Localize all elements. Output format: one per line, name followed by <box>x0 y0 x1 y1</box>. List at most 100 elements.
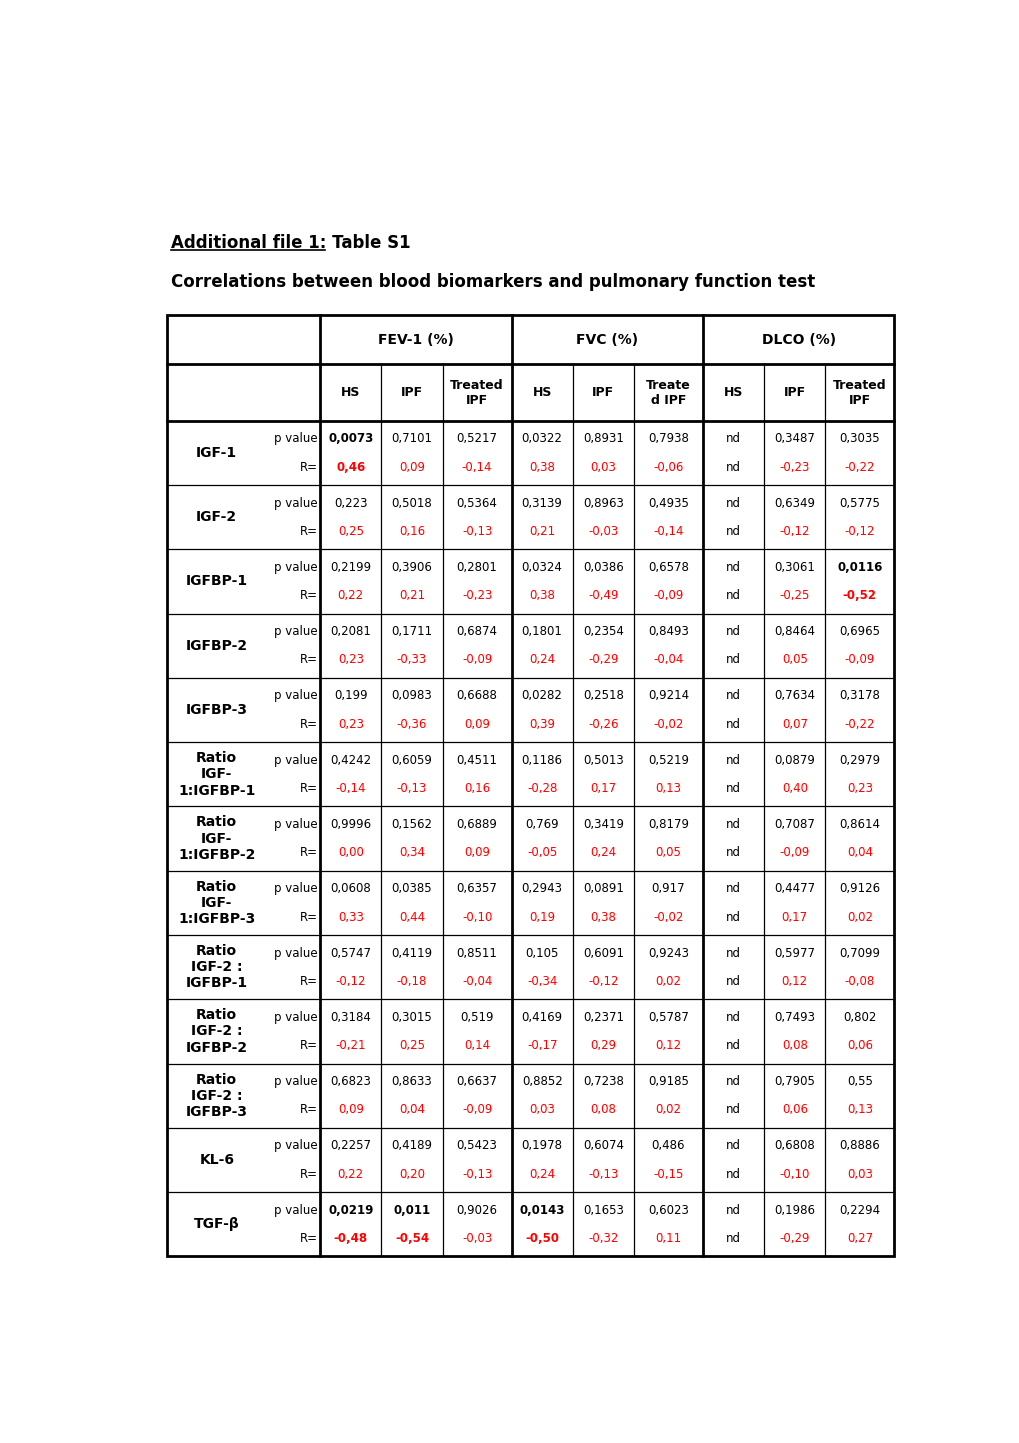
Text: 0,38: 0,38 <box>529 589 554 602</box>
Text: R=: R= <box>300 589 318 602</box>
Text: 0,105: 0,105 <box>525 947 558 960</box>
Text: nd: nd <box>726 911 740 924</box>
Text: -0,12: -0,12 <box>588 975 619 988</box>
Text: -0,13: -0,13 <box>462 1167 492 1180</box>
Text: HS: HS <box>340 387 360 400</box>
Text: 0,09: 0,09 <box>464 717 489 730</box>
Text: 0,44: 0,44 <box>398 911 425 924</box>
Text: nd: nd <box>726 846 740 859</box>
Text: -0,18: -0,18 <box>396 975 427 988</box>
Text: nd: nd <box>726 561 740 574</box>
Text: 0,23: 0,23 <box>337 654 364 667</box>
Text: 0,25: 0,25 <box>337 525 364 538</box>
Text: 0,7905: 0,7905 <box>773 1075 814 1088</box>
Text: 0,9026: 0,9026 <box>457 1203 497 1216</box>
Text: Ratio
IGF-2 :
IGFBP-1: Ratio IGF-2 : IGFBP-1 <box>185 944 248 990</box>
Text: 0,2979: 0,2979 <box>839 753 879 766</box>
Text: 0,11: 0,11 <box>655 1232 681 1245</box>
Text: 0,4511: 0,4511 <box>457 753 497 766</box>
Text: p value: p value <box>274 433 318 446</box>
Text: 0,2199: 0,2199 <box>330 561 371 574</box>
Text: 0,09: 0,09 <box>337 1104 364 1117</box>
Text: -0,22: -0,22 <box>844 460 874 473</box>
Text: Treate
d IPF: Treate d IPF <box>645 378 690 407</box>
Text: -0,14: -0,14 <box>652 525 683 538</box>
Text: 0,2081: 0,2081 <box>330 625 371 638</box>
Text: 0,1186: 0,1186 <box>521 753 562 766</box>
Text: 0,0608: 0,0608 <box>330 882 371 895</box>
Text: p value: p value <box>274 1075 318 1088</box>
Text: 0,0879: 0,0879 <box>773 753 814 766</box>
Text: HS: HS <box>723 387 743 400</box>
Text: -0,02: -0,02 <box>652 717 683 730</box>
Text: -0,26: -0,26 <box>588 717 619 730</box>
Text: -0,09: -0,09 <box>844 654 874 667</box>
Text: 0,9243: 0,9243 <box>647 947 688 960</box>
Text: 0,5977: 0,5977 <box>773 947 814 960</box>
Text: Ratio
IGF-
1:IGFBP-2: Ratio IGF- 1:IGFBP-2 <box>178 815 255 861</box>
Text: R=: R= <box>300 911 318 924</box>
Text: 0,14: 0,14 <box>464 1039 490 1052</box>
Text: 0,23: 0,23 <box>846 782 872 795</box>
Text: -0,49: -0,49 <box>588 589 619 602</box>
Text: 0,199: 0,199 <box>333 690 367 703</box>
Text: R=: R= <box>300 1039 318 1052</box>
Text: 0,4477: 0,4477 <box>773 882 814 895</box>
Text: 0,7238: 0,7238 <box>583 1075 624 1088</box>
Text: 0,2354: 0,2354 <box>583 625 624 638</box>
Text: 0,22: 0,22 <box>337 589 364 602</box>
Text: p value: p value <box>274 818 318 831</box>
Text: 0,46: 0,46 <box>336 460 365 473</box>
Text: 0,21: 0,21 <box>398 589 425 602</box>
Text: 0,011: 0,011 <box>393 1203 430 1216</box>
Text: 0,6059: 0,6059 <box>391 753 432 766</box>
Text: -0,03: -0,03 <box>462 1232 492 1245</box>
Text: 0,02: 0,02 <box>846 911 872 924</box>
Text: nd: nd <box>726 975 740 988</box>
Text: -0,10: -0,10 <box>462 911 492 924</box>
Text: IGF-1: IGF-1 <box>196 446 237 460</box>
Text: 0,6965: 0,6965 <box>839 625 879 638</box>
Text: -0,14: -0,14 <box>335 782 366 795</box>
Text: p value: p value <box>274 882 318 895</box>
Text: 0,2294: 0,2294 <box>839 1203 879 1216</box>
Text: 0,3015: 0,3015 <box>391 1012 432 1025</box>
Text: 0,9126: 0,9126 <box>839 882 879 895</box>
Text: nd: nd <box>726 1232 740 1245</box>
Text: 0,03: 0,03 <box>590 460 615 473</box>
Text: -0,13: -0,13 <box>588 1167 618 1180</box>
Text: 0,09: 0,09 <box>464 846 489 859</box>
Text: nd: nd <box>726 818 740 831</box>
Text: 0,2801: 0,2801 <box>457 561 497 574</box>
Text: nd: nd <box>726 1075 740 1088</box>
Text: nd: nd <box>726 1039 740 1052</box>
Text: 0,2518: 0,2518 <box>583 690 624 703</box>
Text: 0,3178: 0,3178 <box>839 690 879 703</box>
Text: -0,06: -0,06 <box>652 460 683 473</box>
Text: 0,4169: 0,4169 <box>521 1012 562 1025</box>
Text: nd: nd <box>726 947 740 960</box>
Text: 0,38: 0,38 <box>590 911 615 924</box>
Text: 0,8963: 0,8963 <box>583 496 624 509</box>
Text: 0,0983: 0,0983 <box>391 690 432 703</box>
Text: 0,9214: 0,9214 <box>647 690 689 703</box>
Text: -0,09: -0,09 <box>779 846 809 859</box>
Text: 0,5217: 0,5217 <box>457 433 497 446</box>
Text: 0,16: 0,16 <box>464 782 490 795</box>
Text: 0,13: 0,13 <box>846 1104 872 1117</box>
Text: IPF: IPF <box>400 387 423 400</box>
Text: 0,17: 0,17 <box>781 911 807 924</box>
Text: 0,9996: 0,9996 <box>330 818 371 831</box>
Text: p value: p value <box>274 753 318 766</box>
Text: -0,25: -0,25 <box>779 589 809 602</box>
Text: -0,17: -0,17 <box>527 1039 556 1052</box>
Text: 0,03: 0,03 <box>846 1167 872 1180</box>
Text: 0,05: 0,05 <box>655 846 681 859</box>
Text: 0,23: 0,23 <box>337 717 364 730</box>
Text: 0,2257: 0,2257 <box>330 1140 371 1153</box>
Text: nd: nd <box>726 625 740 638</box>
Text: 0,4935: 0,4935 <box>647 496 688 509</box>
Text: 0,7087: 0,7087 <box>773 818 814 831</box>
Text: 0,06: 0,06 <box>846 1039 872 1052</box>
Text: 0,05: 0,05 <box>781 654 807 667</box>
